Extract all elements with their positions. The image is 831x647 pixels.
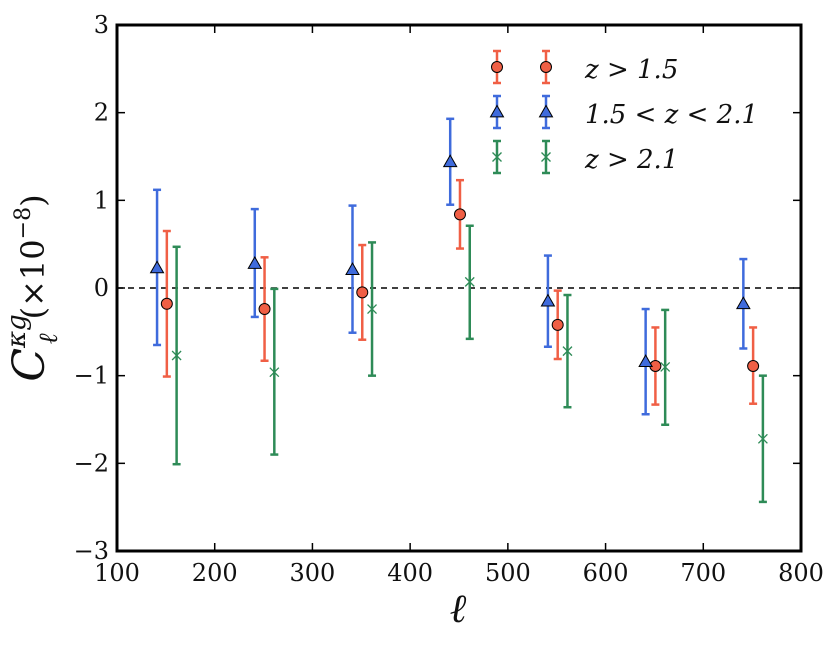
x-tick-label-200: 200 xyxy=(192,559,238,587)
legend-marker-z-2-1-0-stroke-b xyxy=(492,152,502,162)
point-1-5-z-2-1-2 xyxy=(345,262,360,275)
point-1-5-z-2-1-4 xyxy=(540,293,556,307)
y-axis-scale-exponent: −8 xyxy=(11,207,36,239)
plot-content xyxy=(117,117,801,504)
x-tick-label-600: 600 xyxy=(583,559,629,587)
y-tick-label-3: 3 xyxy=(94,11,109,39)
y-axis-scale-close: ) xyxy=(14,194,52,206)
y-axis-superscript: κg xyxy=(2,314,32,349)
axes-ticks: 100 200 300 400 500 600 700 800 −3 −2 −1 0 1 2 3 xyxy=(74,11,824,587)
point-z-2-1-3-stroke-b xyxy=(464,276,475,287)
legend-label-1-5-lt-z-lt-2-1: 1.5 < z < 2.1 xyxy=(585,100,758,130)
point-1-5-z-2-1-0 xyxy=(149,260,165,274)
point-z-2-1-3 xyxy=(464,276,475,287)
legend-marker-z-2-1-1-stroke-b xyxy=(541,152,551,162)
series-z-2-1 xyxy=(171,224,768,504)
x-tick-label-300: 300 xyxy=(290,559,336,587)
point-1-5-z-2-1-3 xyxy=(442,154,458,168)
legend-marker-z-1-5-1 xyxy=(540,61,552,73)
point-z-2-1-5-stroke-b xyxy=(660,361,671,372)
point-z-2-1-5 xyxy=(660,361,671,372)
x-tick-label-100: 100 xyxy=(94,559,140,587)
point-1-5-z-2-1-5 xyxy=(638,354,653,368)
x-tick-label-500: 500 xyxy=(485,559,531,587)
y-axis-symbol: C xyxy=(4,348,55,382)
point-1-5-z-2-1-1 xyxy=(247,255,263,269)
x-tick-label-700: 700 xyxy=(680,559,726,587)
point-z-2-1-4 xyxy=(562,346,573,357)
y-axis-scale: (×10 xyxy=(14,239,52,319)
point-z-1-5-4 xyxy=(551,318,564,331)
legend-marker-z-1-5-0 xyxy=(491,61,503,73)
point-1-5-z-2-1-6 xyxy=(735,296,751,310)
point-z-1-5-1 xyxy=(258,303,271,316)
point-z-2-1-4-stroke-b xyxy=(562,346,573,357)
y-tick-label-1: 1 xyxy=(94,186,109,214)
point-z-1-5-6 xyxy=(747,360,760,373)
point-z-2-1-1 xyxy=(269,367,280,378)
x-tick-label-400: 400 xyxy=(387,559,433,587)
point-z-1-5-3 xyxy=(453,208,466,221)
x-tick-label-800: 800 xyxy=(778,559,824,587)
point-z-1-5-2 xyxy=(356,286,369,299)
point-z-2-1-2-stroke-b xyxy=(367,304,377,314)
y-tick-label-0: 0 xyxy=(94,274,109,302)
point-z-2-1-6 xyxy=(757,433,768,444)
legend-marker-z-2-1-1 xyxy=(541,152,551,162)
point-z-2-1-6-stroke-b xyxy=(757,433,768,444)
legend-marker-1-5-z-2-1-0 xyxy=(489,104,505,118)
legend-label-z-gt-1-5: z > 1.5 xyxy=(584,55,678,85)
legend-marker-z-2-1-0 xyxy=(492,152,502,162)
legend-marks xyxy=(489,49,554,175)
point-z-2-1-0-stroke-b xyxy=(171,350,182,361)
y-tick-label-2: 2 xyxy=(94,99,109,127)
legend-label-z-gt-2-1: z > 2.1 xyxy=(584,145,678,175)
legend-marker-1-5-z-2-1-1 xyxy=(538,104,554,118)
y-tick-label--1: −1 xyxy=(74,362,109,390)
y-tick-label--3: −3 xyxy=(74,537,109,565)
series-1-5-z-2-1 xyxy=(149,117,751,416)
x-axis-title: ℓ xyxy=(450,586,467,632)
point-z-2-1-1-stroke-b xyxy=(269,367,280,378)
y-axis-subscript: ℓ xyxy=(34,333,64,344)
legend: z > 1.5 1.5 < z < 2.1 z > 2.1 xyxy=(489,49,758,175)
point-z-2-1-2 xyxy=(367,304,377,314)
y-tick-label--2: −2 xyxy=(74,449,109,477)
y-axis-title: Cκgℓ (×10−8) xyxy=(2,194,64,381)
point-z-2-1-0 xyxy=(171,350,182,361)
series-z-1-5 xyxy=(160,178,760,406)
point-z-1-5-0 xyxy=(160,297,173,310)
